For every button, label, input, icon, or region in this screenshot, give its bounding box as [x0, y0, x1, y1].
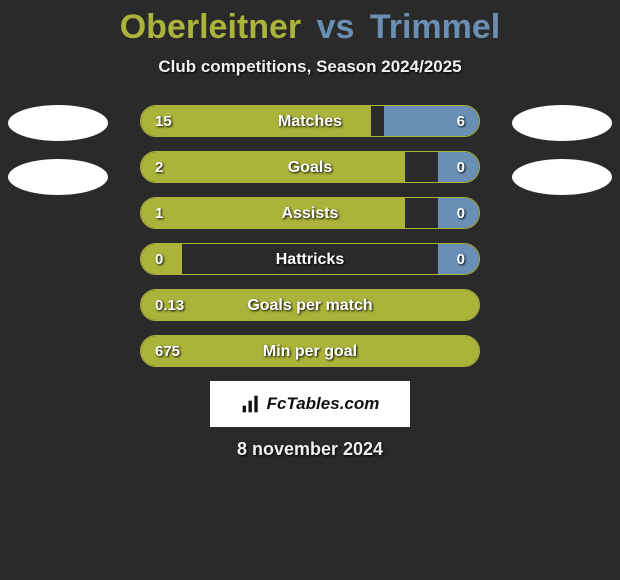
date: 8 november 2024	[0, 439, 620, 460]
logo-box: FcTables.com	[210, 381, 410, 427]
stat-row: 20Goals	[140, 151, 480, 183]
stat-label: Min per goal	[141, 336, 479, 367]
comparison-card: Oberleitner vs Trimmel Club competitions…	[0, 0, 620, 460]
stat-row: 0.13Goals per match	[140, 289, 480, 321]
title-vs: vs	[317, 8, 355, 46]
subtitle: Club competitions, Season 2024/2025	[0, 57, 620, 77]
stat-row: 00Hattricks	[140, 243, 480, 275]
title-player1: Oberleitner	[120, 8, 301, 46]
stat-label: Matches	[141, 106, 479, 137]
stat-label: Assists	[141, 198, 479, 229]
stat-row: 10Assists	[140, 197, 480, 229]
avatar-left-1	[8, 105, 108, 141]
stats-area: 156Matches 20Goals 10Assists 00Hattricks 0.1…	[0, 105, 620, 367]
stat-row: 156Matches	[140, 105, 480, 137]
avatar-right-1	[512, 105, 612, 141]
title-player2: Trimmel	[370, 8, 500, 46]
avatar-left-2	[8, 159, 108, 195]
bar-chart-icon	[241, 394, 261, 414]
stat-label: Goals	[141, 152, 479, 183]
title: Oberleitner vs Trimmel	[0, 8, 620, 47]
logo-text: FcTables.com	[267, 394, 380, 414]
stat-label: Hattricks	[141, 244, 479, 275]
stat-label: Goals per match	[141, 290, 479, 321]
stat-row: 675Min per goal	[140, 335, 480, 367]
avatar-right-2	[512, 159, 612, 195]
